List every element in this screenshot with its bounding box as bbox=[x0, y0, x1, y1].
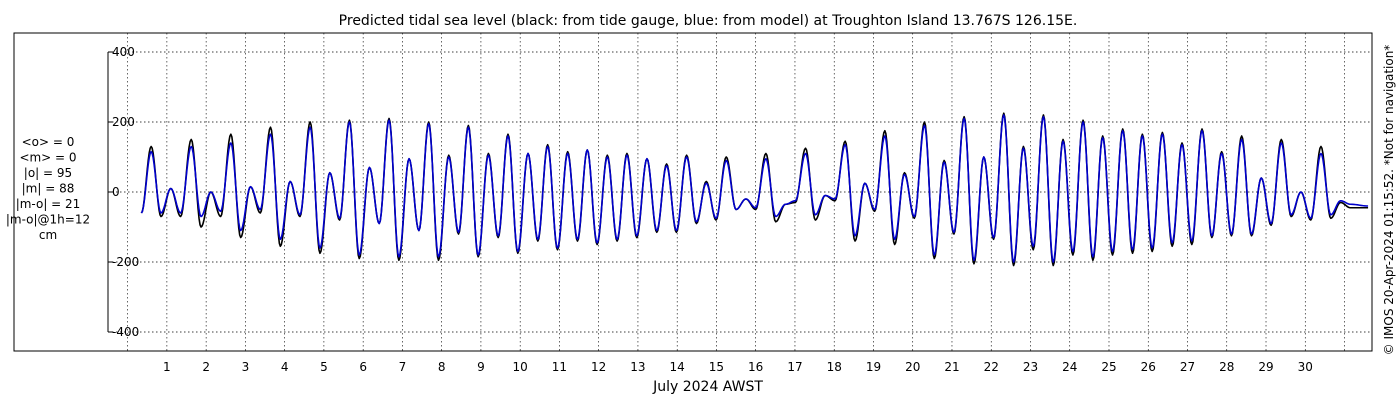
chart-title: Predicted tidal sea level (black: from t… bbox=[339, 13, 1078, 29]
stats-line: cm bbox=[39, 228, 57, 242]
stats-line: |m| = 88 bbox=[22, 182, 75, 196]
x-tick-label: 16 bbox=[748, 360, 763, 374]
grid-lines bbox=[108, 33, 1372, 351]
stats-line: |o| = 95 bbox=[24, 166, 72, 180]
x-tick-label: 3 bbox=[242, 360, 250, 374]
x-axis-label: July 2024 AWST bbox=[652, 379, 763, 395]
y-tick-label: 200 bbox=[112, 115, 135, 129]
x-tick-label: 7 bbox=[399, 360, 407, 374]
x-tick-label: 30 bbox=[1298, 360, 1313, 374]
series-layer bbox=[140, 112, 1369, 267]
y-tick-label: -400 bbox=[112, 325, 139, 339]
x-tick-label: 12 bbox=[591, 360, 606, 374]
y-tick-label: 0 bbox=[112, 185, 120, 199]
x-tick-label: 25 bbox=[1101, 360, 1116, 374]
y-tick-label: 400 bbox=[112, 45, 135, 59]
x-tick-label: 23 bbox=[1023, 360, 1038, 374]
stats-line: |m-o| = 21 bbox=[16, 197, 81, 211]
x-tick-label: 15 bbox=[709, 360, 724, 374]
x-tick-label: 1 bbox=[163, 360, 171, 374]
x-tick-label: 6 bbox=[359, 360, 367, 374]
stats-line: <o> = 0 bbox=[22, 135, 75, 149]
x-tick-label: 9 bbox=[477, 360, 485, 374]
copyright-note: © IMOS 20-Apr-2024 01:15:52. *Not for na… bbox=[1382, 45, 1396, 356]
y-tick-label: -200 bbox=[112, 255, 139, 269]
x-tick-label: 19 bbox=[866, 360, 881, 374]
x-tick-label: 14 bbox=[670, 360, 685, 374]
x-tick-label: 18 bbox=[827, 360, 842, 374]
x-tick-label: 8 bbox=[438, 360, 446, 374]
x-tick-label: 29 bbox=[1258, 360, 1273, 374]
x-tick-label: 11 bbox=[552, 360, 567, 374]
x-tick-label: 17 bbox=[787, 360, 802, 374]
x-tick-label: 28 bbox=[1219, 360, 1234, 374]
x-tick-label: 2 bbox=[202, 360, 210, 374]
x-tick-label: 20 bbox=[905, 360, 920, 374]
x-tick-label: 26 bbox=[1141, 360, 1156, 374]
series-line-model bbox=[140, 114, 1369, 263]
stats-line: |m-o|@1h=12 bbox=[6, 213, 90, 227]
x-tick-label: 13 bbox=[630, 360, 645, 374]
x-tick-label: 21 bbox=[944, 360, 959, 374]
x-tick-label: 5 bbox=[320, 360, 328, 374]
x-tick-label: 22 bbox=[984, 360, 999, 374]
x-tick-label: 10 bbox=[513, 360, 528, 374]
x-tick-label: 4 bbox=[281, 360, 289, 374]
x-tick-label: 27 bbox=[1180, 360, 1195, 374]
x-tick-label: 24 bbox=[1062, 360, 1077, 374]
stats-box: <o> = 0 <m> = 0|o| = 95 |m| = 88|m-o| = 21… bbox=[6, 135, 90, 242]
stats-line: <m> = 0 bbox=[19, 151, 76, 165]
